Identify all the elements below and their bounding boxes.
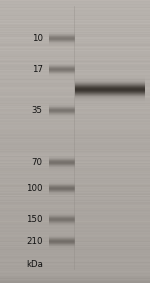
Text: kDa: kDa <box>26 260 43 269</box>
Text: 100: 100 <box>26 184 43 193</box>
Text: 35: 35 <box>32 106 43 115</box>
Text: 150: 150 <box>26 215 43 224</box>
Text: 210: 210 <box>26 237 43 246</box>
Text: 70: 70 <box>32 158 43 167</box>
Text: 17: 17 <box>32 65 43 74</box>
Text: 10: 10 <box>32 34 43 43</box>
